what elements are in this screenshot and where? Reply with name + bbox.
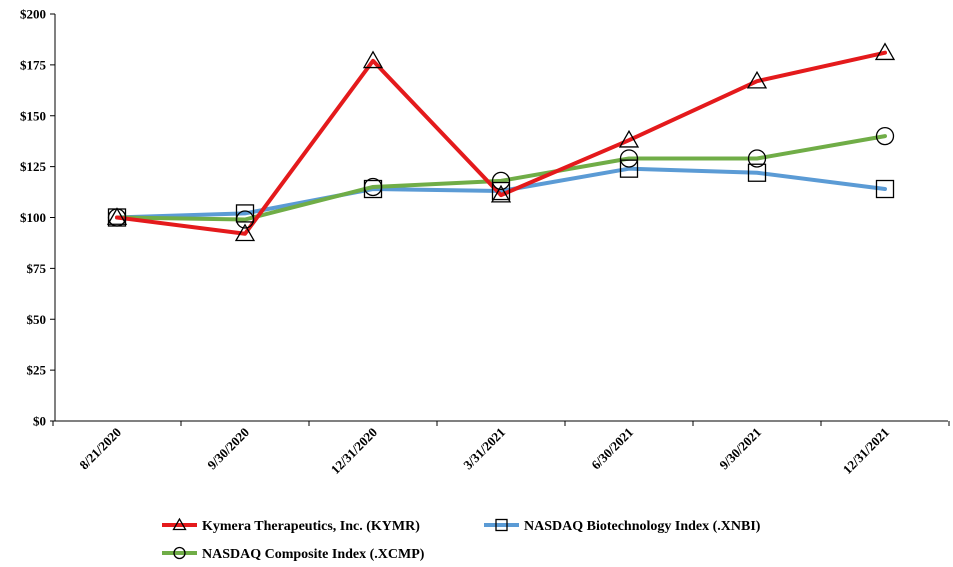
chart-series xyxy=(106,42,896,242)
data-point-triangle xyxy=(618,129,640,148)
y-tick-label: $100 xyxy=(20,210,46,225)
y-tick-label: $0 xyxy=(33,414,46,429)
y-tick-label: $50 xyxy=(27,312,47,327)
data-point-circle xyxy=(235,210,255,229)
x-tick-label: 6/30/2021 xyxy=(588,425,636,473)
series-line-circle xyxy=(115,134,887,222)
y-tick-label: $150 xyxy=(20,108,46,123)
legend-marker-square xyxy=(495,518,508,532)
x-tick-label: 12/31/2020 xyxy=(328,425,380,477)
x-tick-label: 8/21/2020 xyxy=(76,425,124,473)
data-point-triangle xyxy=(490,184,512,203)
data-point-triangle xyxy=(234,223,256,242)
data-point-triangle xyxy=(106,207,128,225)
legend-marker-triangle xyxy=(172,517,187,531)
x-tick-label: 12/31/2021 xyxy=(840,425,892,477)
x-tick-label: 3/31/2021 xyxy=(460,425,508,473)
legend-entry-triangle: Kymera Therapeutics, Inc. (KYMR) xyxy=(162,517,420,534)
data-point-square xyxy=(491,181,511,201)
data-point-triangle xyxy=(874,42,896,61)
x-tick-label: 9/30/2020 xyxy=(204,425,252,473)
data-point-triangle xyxy=(362,50,384,69)
series-square xyxy=(115,166,887,220)
legend-label: NASDAQ Composite Index (.XCMP) xyxy=(202,547,425,562)
data-point-circle xyxy=(491,171,511,191)
legend-label: Kymera Therapeutics, Inc. (KYMR) xyxy=(202,519,420,534)
data-point-square xyxy=(619,159,639,178)
chart-axes: $0 $25 $50 $75 $100 $125 $150 $175 $200 8/21/2020… xyxy=(20,7,950,477)
x-tick-label: 9/30/2021 xyxy=(716,425,764,473)
chart-legend: Kymera Therapeutics, Inc. (KYMR) NASDAQ B… xyxy=(162,517,761,562)
y-tick-label: $75 xyxy=(27,261,47,276)
data-point-circle xyxy=(747,149,767,168)
legend-entry-circle: NASDAQ Composite Index (.XCMP) xyxy=(162,546,425,562)
y-tick-label: $200 xyxy=(20,7,46,22)
data-point-square xyxy=(235,204,255,223)
series-line-triangle xyxy=(115,50,887,236)
legend-marker-circle xyxy=(173,546,186,560)
data-point-triangle xyxy=(746,70,768,89)
data-point-circle xyxy=(875,126,895,146)
series-triangle xyxy=(115,50,887,236)
data-point-circle xyxy=(619,149,639,168)
data-point-square xyxy=(747,163,767,182)
y-tick-label: $125 xyxy=(20,159,47,174)
legend-label: NASDAQ Biotechnology Index (.XNBI) xyxy=(524,519,761,534)
y-tick-label: $25 xyxy=(27,363,47,378)
y-tick-label: $175 xyxy=(20,57,47,72)
series-circle xyxy=(115,134,887,222)
legend-entry-square: NASDAQ Biotechnology Index (.XNBI) xyxy=(484,518,761,534)
data-point-circle xyxy=(363,177,383,197)
data-point-square xyxy=(875,179,895,199)
series-line-square xyxy=(115,166,887,220)
